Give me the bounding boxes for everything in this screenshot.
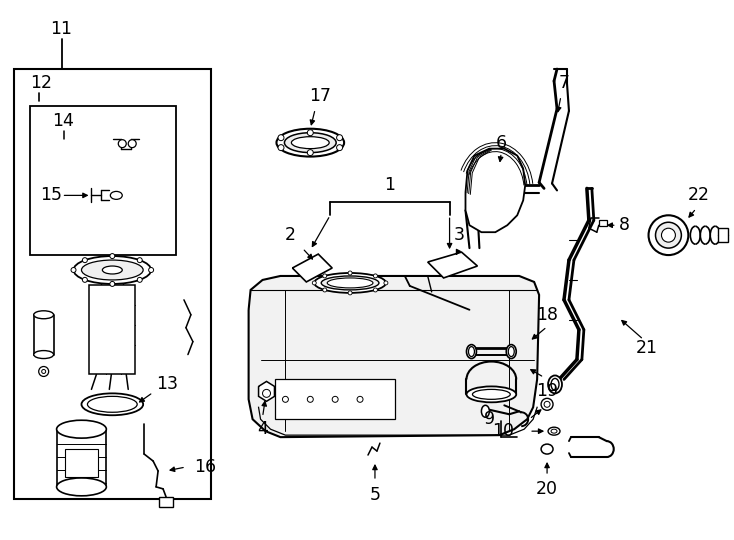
Bar [30,106,176,255]
Ellipse shape [285,133,336,153]
Circle shape [337,145,343,151]
Ellipse shape [467,345,476,359]
Text: 3: 3 [454,226,465,244]
Ellipse shape [314,273,386,293]
Circle shape [118,140,126,147]
Circle shape [39,367,48,376]
Text: 20: 20 [536,480,558,498]
Circle shape [263,389,271,397]
Circle shape [649,215,688,255]
Bar [14,69,211,499]
Text: 21: 21 [636,339,658,356]
Text: 14: 14 [51,112,73,130]
Circle shape [312,281,316,285]
Text: 13: 13 [156,375,178,394]
Circle shape [655,222,681,248]
Ellipse shape [34,311,54,319]
PathPatch shape [258,381,275,401]
Ellipse shape [467,387,516,402]
Text: 8: 8 [619,216,630,234]
Text: 9: 9 [484,410,495,428]
Ellipse shape [102,266,123,274]
Circle shape [308,396,313,402]
Circle shape [541,399,553,410]
Ellipse shape [541,444,553,454]
Circle shape [357,396,363,402]
Circle shape [278,134,284,140]
Circle shape [137,278,142,282]
Ellipse shape [473,389,510,400]
Circle shape [71,267,76,273]
Circle shape [110,281,115,286]
Ellipse shape [508,347,515,356]
PathPatch shape [249,276,539,437]
Ellipse shape [81,393,143,415]
Ellipse shape [73,256,151,284]
Ellipse shape [57,478,106,496]
Circle shape [333,396,338,402]
Circle shape [384,281,388,285]
Ellipse shape [548,375,562,393]
Text: 22: 22 [687,186,709,204]
Ellipse shape [482,406,490,417]
Circle shape [308,130,313,136]
Bar [275,380,395,419]
Bar [599,220,607,226]
Circle shape [348,271,352,275]
Bar [159,497,173,507]
Ellipse shape [34,350,54,359]
Text: 2: 2 [285,226,296,244]
Circle shape [323,274,327,278]
Text: 16: 16 [194,458,216,476]
Circle shape [42,369,46,374]
Circle shape [323,288,327,292]
Text: 7: 7 [559,74,570,92]
Circle shape [661,228,675,242]
Text: 17: 17 [309,87,331,105]
Ellipse shape [506,345,516,359]
Text: 4: 4 [257,420,268,438]
Bar [90,285,135,374]
Circle shape [308,150,313,156]
Circle shape [137,258,142,262]
Ellipse shape [57,420,106,438]
Ellipse shape [277,129,344,157]
Circle shape [110,254,115,259]
Circle shape [544,401,550,407]
Circle shape [283,396,288,402]
Text: 11: 11 [51,20,73,38]
PathPatch shape [465,148,526,232]
Text: 19: 19 [536,382,558,400]
Circle shape [348,291,352,295]
Ellipse shape [327,278,373,288]
Circle shape [374,288,377,292]
Text: 5: 5 [369,486,380,504]
PathPatch shape [428,252,477,278]
Circle shape [148,267,153,273]
Circle shape [128,140,137,147]
PathPatch shape [292,254,333,282]
Ellipse shape [551,379,559,390]
Circle shape [278,145,284,151]
Ellipse shape [87,396,137,412]
Text: 18: 18 [536,306,558,324]
Ellipse shape [110,191,123,199]
Circle shape [374,274,377,278]
Bar [65,449,98,477]
Text: 12: 12 [30,74,51,92]
Text: 10: 10 [493,422,515,440]
Circle shape [82,258,87,262]
Ellipse shape [321,276,379,290]
Ellipse shape [291,137,329,148]
Circle shape [337,134,343,140]
Ellipse shape [81,260,143,280]
Text: 1: 1 [385,177,396,194]
Ellipse shape [548,427,560,435]
Text: 6: 6 [495,134,507,152]
Text: 15: 15 [40,186,62,204]
Bar [718,228,728,242]
Circle shape [82,278,87,282]
Ellipse shape [468,347,474,356]
Ellipse shape [551,429,557,433]
